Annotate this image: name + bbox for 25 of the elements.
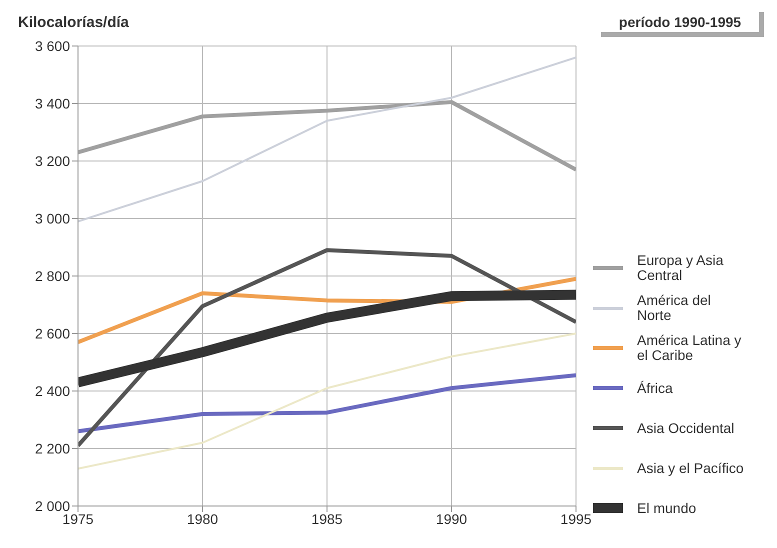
line-series <box>78 373 576 434</box>
y-tick-label: 3 600 <box>34 38 70 54</box>
line-series <box>78 248 576 448</box>
line-series <box>78 56 576 222</box>
y-tick-label: 2 800 <box>34 268 70 284</box>
legend-label: América del Norte <box>637 292 712 323</box>
x-tick-label: 1980 <box>186 510 218 527</box>
text: período 1990-1995 <box>601 12 764 37</box>
x-tick-label: 1985 <box>311 510 343 527</box>
legend-label: El mundo <box>637 500 698 516</box>
legend-label: América Latina y el Caribe <box>637 332 742 363</box>
y-tick-label: 3 000 <box>34 210 70 226</box>
legend-label: Asia y el Pacífico <box>637 460 745 476</box>
line-series <box>78 332 576 470</box>
x-tick-label: 1995 <box>560 510 592 527</box>
y-tick-label: 3 200 <box>34 152 70 169</box>
legend-label: Asia Occidental <box>637 420 736 436</box>
legend-label: África <box>637 380 674 396</box>
legend-label: Europa y Asia Central <box>637 252 724 283</box>
y-tick-label: 2 200 <box>34 440 70 456</box>
y-tick-label: 2 400 <box>34 382 70 399</box>
y-axis-title: Kilocalorías/día <box>18 14 129 31</box>
y-tick-label: 2 600 <box>34 325 70 342</box>
x-tick-label: 1990 <box>436 510 468 527</box>
y-tick-label: 3 400 <box>34 95 70 112</box>
